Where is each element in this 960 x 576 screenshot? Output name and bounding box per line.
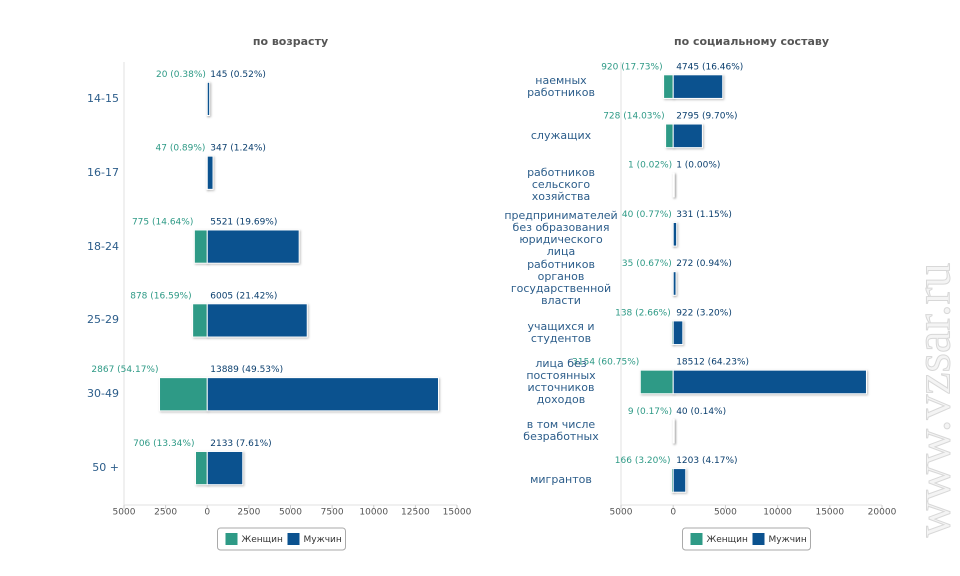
data-label: 138 (2.66%) [615, 308, 671, 318]
x-tick-label: 20000 [868, 508, 897, 518]
data-label: 331 (1.15%) [676, 210, 732, 220]
bar [194, 450, 208, 486]
chart-title: по возрасту [253, 35, 328, 48]
bar [672, 221, 678, 247]
bar [672, 369, 867, 395]
category-label: 14-15 [87, 91, 119, 105]
bar [639, 369, 674, 395]
category-label: служащих [530, 128, 592, 142]
bar [672, 123, 703, 149]
data-label: 47 (0.89%) [156, 144, 206, 154]
legend-label: Мужчин [304, 535, 342, 545]
data-label: 145 (0.52%) [210, 70, 266, 80]
bar [672, 468, 687, 493]
category-label: 25-29 [87, 313, 119, 327]
data-label: 40 (0.14%) [676, 407, 726, 417]
legend-swatch [690, 533, 703, 545]
bar [665, 123, 674, 149]
data-label: 1203 (4.17%) [676, 456, 737, 466]
data-label: 13889 (49.53%) [210, 365, 283, 375]
x-tick-label: 10000 [359, 508, 388, 518]
legend-box [217, 527, 346, 551]
legend-swatch [287, 533, 300, 545]
x-tick-label: 5000 [714, 508, 737, 518]
bar [206, 377, 440, 412]
data-label: 18512 (64.23%) [676, 358, 749, 368]
category-label: учащихся и студентов [527, 319, 595, 345]
x-tick-label: 0 [670, 508, 676, 518]
legend-label: Женщин [242, 535, 283, 545]
bar [672, 172, 675, 198]
category-label: работников сельского хозяйства [527, 166, 595, 204]
legend-label: Мужчин [769, 535, 807, 545]
x-tick-label: 5000 [610, 508, 633, 518]
legend-label: Женщин [707, 535, 748, 545]
data-label: 5521 (19.69%) [210, 217, 277, 227]
bar [206, 229, 300, 264]
data-label: 6005 (21.42%) [210, 291, 277, 301]
chart-title: по социальному составу [674, 35, 829, 48]
data-label: 728 (14.03%) [603, 112, 664, 122]
bar [672, 271, 677, 296]
watermark: www.vzsar.ru [904, 263, 960, 537]
data-label: 9 (0.17%) [628, 407, 672, 417]
data-label: 20 (0.38%) [156, 70, 206, 80]
data-label: 1 (0.00%) [676, 161, 720, 171]
legend-swatch [752, 533, 765, 545]
data-label: 2867 (54.17%) [91, 365, 158, 375]
data-label: 920 (17.73%) [601, 62, 662, 72]
x-tick-label: 15000 [815, 508, 844, 518]
data-label: 40 (0.77%) [622, 210, 672, 220]
x-tick-label: 7500 [321, 508, 344, 518]
category-label: 18-24 [87, 239, 119, 253]
category-label: лица без постоянных источников доходов [526, 356, 596, 406]
x-tick-label: 2500 [154, 508, 177, 518]
category-label: работников органов государственной власт… [510, 258, 612, 308]
bar [159, 377, 208, 412]
data-label: 4745 (16.46%) [676, 62, 743, 72]
x-tick-label: 0 [204, 508, 210, 518]
bar [672, 74, 724, 99]
category-label: 50 + [92, 461, 119, 475]
category-label: 16-17 [87, 165, 119, 179]
category-label: 30-49 [87, 387, 119, 401]
data-label: 2133 (7.61%) [210, 439, 271, 449]
category-label: в том числе безработных [523, 418, 599, 444]
data-label: 922 (3.20%) [676, 308, 732, 318]
data-label: 166 (3.20%) [615, 456, 671, 466]
data-label: 1 (0.02%) [628, 161, 672, 171]
data-label: 3154 (60.75%) [572, 358, 639, 368]
bar [206, 450, 244, 486]
x-tick-label: 2500 [237, 508, 260, 518]
category-label: предпринимателей без образования юридиче… [504, 209, 618, 259]
bar [192, 303, 208, 338]
bar [206, 81, 211, 117]
bar [193, 229, 208, 264]
bar [206, 303, 308, 338]
legend-box [682, 527, 811, 551]
x-tick-label: 12500 [401, 508, 430, 518]
category-label: мигрантов [530, 473, 592, 487]
data-label: 706 (13.34%) [133, 439, 194, 449]
x-tick-label: 5000 [279, 508, 302, 518]
data-label: 775 (14.64%) [132, 217, 193, 227]
bar [206, 155, 214, 190]
bar [672, 418, 675, 444]
bar [663, 74, 674, 99]
x-tick-label: 10000 [763, 508, 792, 518]
bar [672, 320, 684, 346]
x-tick-label: 5000 [113, 508, 136, 518]
data-label: 347 (1.24%) [210, 144, 266, 154]
legend-swatch [225, 533, 238, 545]
x-tick-label: 15000 [443, 508, 472, 518]
category-label: наемных работников [527, 73, 595, 99]
data-label: 272 (0.94%) [676, 259, 732, 269]
data-label: 878 (16.59%) [130, 291, 191, 301]
data-label: 35 (0.67%) [622, 259, 672, 269]
data-label: 2795 (9.70%) [676, 112, 737, 122]
